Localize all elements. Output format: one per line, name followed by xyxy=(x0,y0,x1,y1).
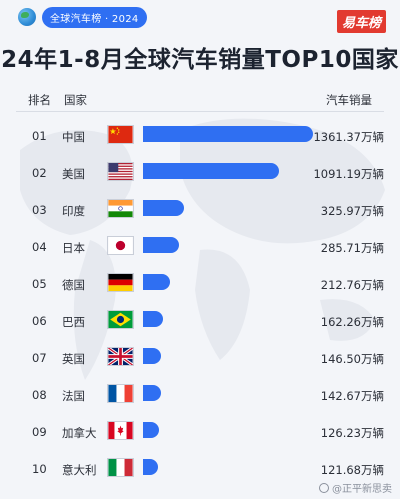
flag-jp-icon xyxy=(107,236,134,255)
header-divider xyxy=(16,111,384,112)
tag-label: 全球汽车榜 · 2024 xyxy=(42,6,147,28)
ranking-row-01: 01 中国 1361.37万辆 xyxy=(0,118,400,155)
flag-it-icon xyxy=(107,458,134,477)
flag-ca-icon xyxy=(107,421,134,440)
ranking-list: 01 中国 1361.37万辆 02 美国 1091.19万辆 03 印度 325.97万辆 04… xyxy=(0,118,400,488)
sales-value-label: 146.50万辆 xyxy=(320,352,384,366)
country-name: 中国 xyxy=(62,130,85,144)
rank-number: 05 xyxy=(32,277,47,291)
country-name: 日本 xyxy=(62,241,85,255)
globe-icon xyxy=(18,8,36,26)
rank-number: 02 xyxy=(32,166,47,180)
sales-bar xyxy=(143,348,161,364)
sales-bar xyxy=(143,274,170,290)
sales-value-label: 325.97万辆 xyxy=(320,204,384,218)
sales-value-label: 162.26万辆 xyxy=(320,315,384,329)
country-name: 意大利 xyxy=(62,463,97,477)
sales-value-label: 285.71万辆 xyxy=(320,241,384,255)
rank-number: 10 xyxy=(32,462,47,476)
ranking-row-07: 07 英国 146.50万辆 xyxy=(0,340,400,377)
watermark: @正平新思卖 xyxy=(319,480,392,495)
sales-value-label: 1091.19万辆 xyxy=(313,167,384,181)
sales-value-label: 1361.37万辆 xyxy=(313,130,384,144)
rank-number: 01 xyxy=(32,129,47,143)
ranking-row-05: 05 德国 212.76万辆 xyxy=(0,266,400,303)
chart-title: 24年1-8月全球汽车销量TOP10国家 xyxy=(1,47,399,73)
sales-bar xyxy=(143,200,184,216)
header-tag: 全球汽车榜 · 2024 xyxy=(18,6,147,28)
ranking-row-04: 04 日本 285.71万辆 xyxy=(0,229,400,266)
rank-number: 04 xyxy=(32,240,47,254)
ranking-row-09: 09 加拿大 126.23万辆 xyxy=(0,414,400,451)
brand-logo: 易车榜 xyxy=(336,10,386,33)
flag-us-icon xyxy=(107,162,134,181)
ranking-row-06: 06 巴西 162.26万辆 xyxy=(0,303,400,340)
rank-number: 03 xyxy=(32,203,47,217)
sales-value-label: 142.67万辆 xyxy=(320,389,384,403)
country-name: 法国 xyxy=(62,389,85,403)
sales-bar xyxy=(143,311,163,327)
country-name: 英国 xyxy=(62,352,85,366)
sales-bar xyxy=(143,126,313,142)
flag-gb-icon xyxy=(107,347,134,366)
ranking-row-03: 03 印度 325.97万辆 xyxy=(0,192,400,229)
sales-bar xyxy=(143,237,179,253)
ranking-row-02: 02 美国 1091.19万辆 xyxy=(0,155,400,192)
rank-number: 09 xyxy=(32,425,47,439)
sales-bar xyxy=(143,459,158,475)
sales-value-label: 126.23万辆 xyxy=(320,426,384,440)
sales-value-label: 121.68万辆 xyxy=(320,463,384,477)
flag-in-icon xyxy=(107,199,134,218)
sales-bar xyxy=(143,422,159,438)
flag-fr-icon xyxy=(107,384,134,403)
ranking-row-08: 08 法国 142.67万辆 xyxy=(0,377,400,414)
weibo-icon xyxy=(319,482,329,493)
flag-de-icon xyxy=(107,273,134,292)
flag-cn-icon xyxy=(107,125,134,144)
rank-number: 06 xyxy=(32,314,47,328)
country-name: 美国 xyxy=(62,167,85,181)
country-name: 加拿大 xyxy=(62,426,97,440)
country-name: 印度 xyxy=(62,204,85,218)
rank-number: 07 xyxy=(32,351,47,365)
flag-br-icon xyxy=(107,310,134,329)
column-header-rank: 排名 xyxy=(28,93,51,107)
column-header-country: 国家 xyxy=(64,93,87,107)
sales-bar xyxy=(143,385,161,401)
rank-number: 08 xyxy=(32,388,47,402)
sales-bar xyxy=(143,163,279,179)
watermark-text: @正平新思卖 xyxy=(332,484,392,495)
country-name: 德国 xyxy=(62,278,85,292)
column-header-sales: 汽车销量 xyxy=(326,93,372,107)
sales-value-label: 212.76万辆 xyxy=(320,278,384,292)
country-name: 巴西 xyxy=(62,315,85,329)
ranking-row-10: 10 意大利 121.68万辆 xyxy=(0,451,400,488)
